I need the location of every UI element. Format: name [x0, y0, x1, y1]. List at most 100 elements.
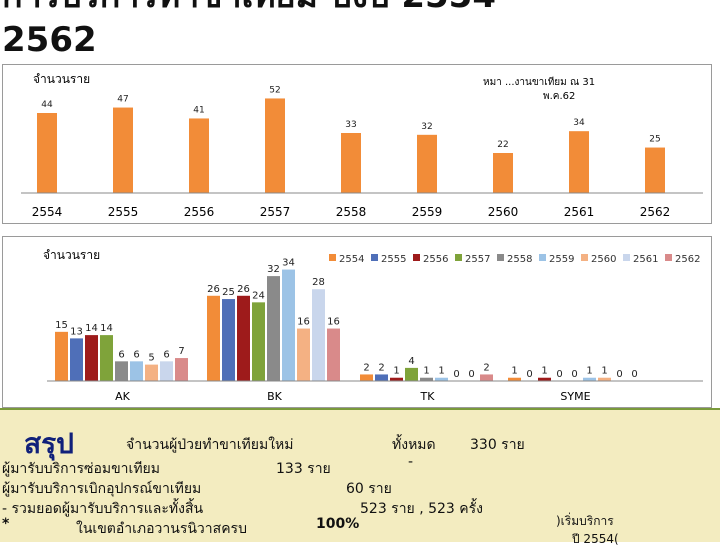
bar-label-TK-2561: 0 [468, 369, 474, 380]
bar-AK-2562 [175, 358, 188, 381]
bar-label-2560: 22 [497, 140, 508, 150]
summary-repair-label: ผู้มารับบริการซ่อมขาเทียม [2, 458, 160, 480]
summary-dash: - [408, 454, 413, 470]
bar-TK-2554 [360, 374, 373, 381]
chart2-title: จำนวนราย [43, 248, 100, 262]
bar-label-TK-2554: 2 [363, 362, 369, 373]
x-tick-2560: 2560 [488, 205, 519, 219]
legend-swatch-2554 [329, 254, 336, 261]
bar-2556 [189, 118, 209, 193]
x-tick-2557: 2557 [260, 205, 291, 219]
bar-AK-2555 [70, 338, 83, 381]
chart1-title: จำนวนราย [33, 72, 90, 86]
bar-label-TK-2559: 1 [438, 366, 444, 377]
bar-TK-2557 [405, 368, 418, 381]
legend-label-2554: 2554 [339, 254, 364, 265]
x-tick-2559: 2559 [412, 205, 443, 219]
summary-total-value: 330 ราย [470, 434, 525, 456]
bar-label-TK-2556: 1 [393, 366, 399, 377]
bar-BK-2561 [312, 289, 325, 381]
legend-label-2562: 2562 [675, 254, 700, 265]
bar-label-BK-2554: 26 [207, 284, 220, 295]
x-tick-2555: 2555 [108, 205, 139, 219]
bar-label-SYME-2559: 1 [586, 366, 592, 377]
bar-BK-2558 [267, 276, 280, 381]
bar-AK-2556 [85, 335, 98, 381]
bar-label-BK-2558: 32 [267, 264, 280, 275]
yearly-cases-svg: จำนวนราย หมา ...งานขาเทียม ณ 31 พ.ค.62 4… [3, 65, 711, 223]
bar-label-BK-2561: 28 [312, 277, 325, 288]
summary-equipment-label: ผู้มารับบริการเบิกอุปกรณ์ขาเทียม [2, 478, 201, 500]
bar-label-SYME-2555: 0 [526, 369, 532, 380]
group-label-SYME: SYME [560, 390, 590, 403]
page-title: การบริการทำขาเทียม ปีงบ 2554- 2562 [2, 0, 510, 62]
bar-BK-2556 [237, 296, 250, 381]
bar-label-AK-2558: 6 [118, 349, 124, 360]
summary-total-label: ทั้งหมด [392, 434, 436, 456]
legend-swatch-2562 [665, 254, 672, 261]
legend-swatch-2561 [623, 254, 630, 261]
bar-label-TK-2555: 2 [378, 362, 384, 373]
bar-label-TK-2560: 0 [453, 369, 459, 380]
bar-label-AK-2554: 15 [55, 320, 68, 331]
bar-BK-2562 [327, 329, 340, 381]
bar-2560 [493, 153, 513, 193]
legend-swatch-2557 [455, 254, 462, 261]
bar-2561 [569, 131, 589, 193]
x-tick-2556: 2556 [184, 205, 215, 219]
bar-label-SYME-2556: 1 [541, 366, 547, 377]
bar-label-BK-2560: 16 [297, 317, 310, 328]
legend-swatch-2555 [371, 254, 378, 261]
bar-label-AK-2556: 14 [85, 323, 98, 334]
bar-AK-2554 [55, 332, 68, 381]
summary-equipment-value: 60 ราย [346, 478, 392, 500]
bar-label-BK-2562: 16 [327, 317, 340, 328]
bar-label-BK-2559: 34 [282, 258, 295, 269]
bar-label-2556: 41 [193, 105, 204, 115]
bar-label-AK-2560: 5 [148, 353, 154, 364]
bar-label-SYME-2561: 0 [616, 369, 622, 380]
bar-label-BK-2557: 24 [252, 290, 265, 301]
bar-label-2557: 52 [269, 85, 280, 95]
bar-AK-2558 [115, 361, 128, 381]
legend-label-2559: 2559 [549, 254, 574, 265]
group-label-BK: BK [267, 390, 283, 403]
legend-swatch-2558 [497, 254, 504, 261]
summary-note-line1: )เริ่มบริการ [556, 512, 614, 531]
bar-label-AK-2557: 14 [100, 323, 113, 334]
bar-2554 [37, 113, 57, 193]
bar-2562 [645, 148, 665, 193]
bar-label-TK-2562: 2 [483, 362, 489, 373]
bar-2558 [341, 133, 361, 193]
bar-label-2555: 47 [117, 95, 128, 105]
bar-label-SYME-2562: 0 [631, 369, 637, 380]
bar-BK-2555 [222, 299, 235, 381]
legend-label-2557: 2557 [465, 254, 490, 265]
bar-label-BK-2555: 25 [222, 287, 235, 298]
bar-label-2554: 44 [41, 100, 53, 110]
bar-label-AK-2561: 6 [163, 349, 169, 360]
summary-star: * [2, 516, 9, 532]
bar-AK-2559 [130, 361, 143, 381]
summary-grand-total-value: 523 ราย , 523 ครั้ง [360, 498, 483, 520]
summary-new-cases-label: จำนวนผู้ป่วยทำขาเทียมใหม่ [126, 434, 293, 456]
bar-BK-2560 [297, 329, 310, 381]
bar-label-SYME-2554: 1 [511, 366, 517, 377]
bar-label-TK-2557: 4 [408, 356, 414, 367]
bar-label-2559: 32 [421, 122, 432, 132]
group-label-TK: TK [420, 390, 436, 403]
bar-label-2562: 25 [649, 135, 660, 145]
page-title-line2: 2562 [2, 18, 510, 62]
bar-AK-2561 [160, 361, 173, 381]
bar-label-SYME-2560: 1 [601, 366, 607, 377]
bar-label-BK-2556: 26 [237, 284, 250, 295]
bar-label-AK-2559: 6 [133, 349, 139, 360]
bar-label-SYME-2558: 0 [571, 369, 577, 380]
bar-2559 [417, 135, 437, 193]
x-tick-2562: 2562 [640, 205, 671, 219]
summary-coverage-label: ในเขตอำเภอวานรนิวาสครบ [76, 518, 247, 540]
legend-swatch-2556 [413, 254, 420, 261]
bar-label-SYME-2557: 0 [556, 369, 562, 380]
